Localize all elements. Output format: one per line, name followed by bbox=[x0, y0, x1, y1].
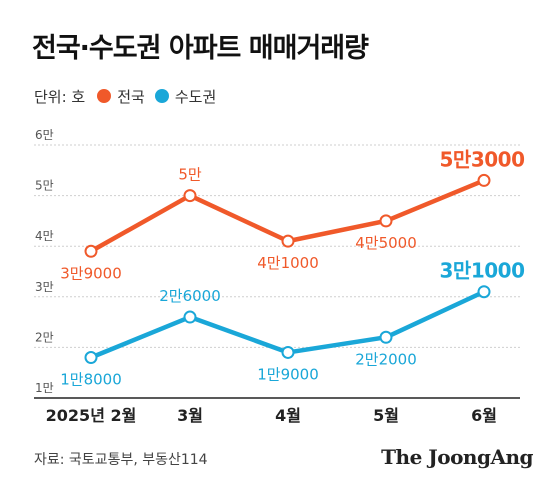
x-tick-label: 3월 bbox=[177, 406, 203, 425]
legend-dot-capital bbox=[154, 89, 169, 103]
data-label: 5만 bbox=[178, 166, 202, 184]
y-tick-label: 2만 bbox=[35, 330, 54, 344]
data-label: 4만1000 bbox=[257, 254, 319, 272]
y-tick-label: 4만 bbox=[35, 229, 54, 243]
data-point bbox=[84, 351, 98, 365]
x-tick-label: 2025년 2월 bbox=[46, 406, 137, 425]
y-tick-label: 6만 bbox=[35, 128, 54, 142]
data-label: 3만9000 bbox=[60, 264, 122, 282]
y-tick-label: 3만 bbox=[35, 280, 54, 294]
y-tick-label: 1만 bbox=[35, 381, 54, 395]
x-tick-label: 5월 bbox=[373, 406, 399, 425]
data-point bbox=[281, 234, 295, 248]
data-label: 4만5000 bbox=[355, 234, 417, 252]
data-point bbox=[281, 345, 295, 359]
legend-item-capital: 수도권 bbox=[154, 86, 217, 107]
legend-label-capital: 수도권 bbox=[174, 87, 217, 106]
data-label: 1만8000 bbox=[60, 371, 122, 389]
legend: 단위: 호 전국 수도권 bbox=[34, 86, 226, 106]
data-label: 1만9000 bbox=[257, 365, 319, 383]
unit-label: 단위: 호 bbox=[34, 87, 86, 106]
data-label: 3만1000 bbox=[440, 259, 525, 283]
data-point bbox=[477, 173, 491, 187]
data-point bbox=[183, 310, 197, 324]
data-point bbox=[379, 214, 393, 228]
legend-item-national: 전국 bbox=[97, 86, 145, 107]
data-point bbox=[379, 330, 393, 344]
data-point bbox=[84, 244, 98, 258]
y-tick-label: 5만 bbox=[35, 179, 54, 193]
x-tick-label: 6월 bbox=[471, 406, 497, 425]
source-note: 자료: 국토교통부, 부동산114 bbox=[34, 452, 208, 468]
data-point bbox=[477, 285, 491, 299]
chart-title: 전국·수도권 아파트 매매거래량 bbox=[32, 33, 369, 64]
x-tick-label: 4월 bbox=[275, 406, 301, 425]
data-label: 5만3000 bbox=[440, 147, 525, 171]
legend-label-national: 전국 bbox=[117, 87, 145, 106]
legend-dot-national bbox=[97, 89, 112, 103]
brand-logo: The JoongAng bbox=[381, 445, 533, 469]
data-point bbox=[183, 189, 197, 203]
data-label: 2만6000 bbox=[159, 287, 221, 305]
data-label: 2만2000 bbox=[355, 350, 417, 368]
